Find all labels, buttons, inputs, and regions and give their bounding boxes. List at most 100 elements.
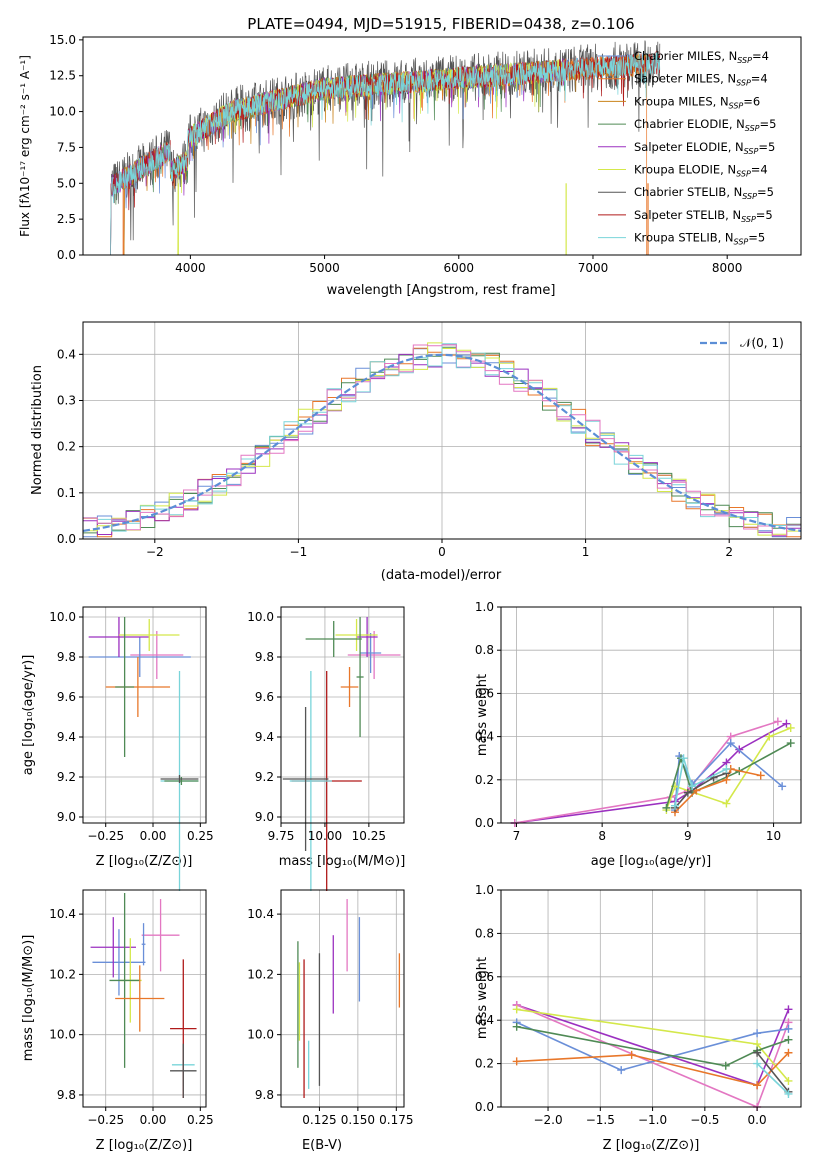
x-tick-label: −2.0 bbox=[533, 1113, 562, 1127]
mass-weight-line bbox=[674, 772, 727, 809]
y-tick-label: 9.4 bbox=[57, 730, 76, 744]
y-tick-label: 10.0 bbox=[49, 105, 76, 119]
mwZ-xlabel: Z [log₁₀(Z/Z⊙)] bbox=[603, 1138, 700, 1153]
y-tick-label: 0.0 bbox=[475, 816, 494, 830]
plus-marker bbox=[784, 1024, 793, 1033]
legend-suffix: =5 bbox=[757, 185, 774, 199]
ageZ-ylabel: age [log₁₀(age/yr)] bbox=[21, 655, 36, 776]
mass-weight-line bbox=[674, 757, 727, 806]
y-tick-label: 9.4 bbox=[255, 730, 274, 744]
y-tick-label: 9.8 bbox=[57, 1088, 76, 1102]
x-tick-label: 0.150 bbox=[341, 1113, 375, 1127]
x-tick-label: −1.0 bbox=[638, 1113, 667, 1127]
y-tick-label: 10.0 bbox=[49, 1028, 76, 1042]
x-tick-label: −2 bbox=[146, 545, 164, 559]
y-tick-label: 0.4 bbox=[475, 1013, 494, 1027]
plus-marker bbox=[773, 717, 782, 726]
x-tick-label: 0.25 bbox=[187, 829, 214, 843]
plus-marker bbox=[784, 1089, 793, 1098]
mass-weight-vs-metallicity-panel: Z [log₁₀(Z/Z⊙)] mass weight −2.0 −1.5 −1.0… bbox=[475, 883, 802, 1153]
legend-label: Salpeter ELODIE, N bbox=[634, 140, 744, 154]
x-tick-label: 9 bbox=[684, 829, 692, 843]
legend-sub: SSP bbox=[745, 124, 760, 133]
x-tick-label: 0 bbox=[438, 545, 446, 559]
legend-suffix: =5 bbox=[758, 140, 775, 154]
legend-entry: Chabrier MILES, NSSP=4 bbox=[634, 49, 769, 65]
y-tick-label: 9.0 bbox=[57, 810, 76, 824]
mass-weight-line bbox=[756, 1052, 790, 1093]
x-tick-label: 0.00 bbox=[140, 1113, 167, 1127]
mass-vs-metallicity-panel: Z [log₁₀(Z/Z⊙)] mass [log₁₀(M/M⊙)] −0.25… bbox=[21, 889, 214, 1153]
x-tick-label: −0.5 bbox=[690, 1113, 719, 1127]
axes-frame bbox=[280, 606, 405, 824]
y-tick-label: 0.6 bbox=[475, 970, 494, 984]
histogram-step bbox=[83, 344, 801, 536]
x-tick-label: −1 bbox=[290, 545, 308, 559]
plus-marker bbox=[786, 739, 795, 748]
y-tick-label: 0.4 bbox=[475, 730, 494, 744]
spectrum-ylabel: Flux [fλ10⁻¹⁷ erg cm⁻² s⁻¹ A⁻¹] bbox=[18, 55, 32, 237]
spectrum-line bbox=[109, 50, 661, 255]
x-tick-label: 2 bbox=[725, 545, 733, 559]
legend-entry: Kroupa ELODIE, NSSP=4 bbox=[634, 163, 768, 179]
age-vs-mass-panel: mass [log₁₀(M/M⊙)] 9.75 10.00 10.25 9.0 9.2 9… bbox=[247, 606, 405, 891]
legend-entry: Chabrier ELODIE, NSSP=5 bbox=[634, 117, 776, 133]
spectrum-line bbox=[109, 52, 661, 255]
y-tick-label: 0.2 bbox=[57, 440, 76, 454]
y-tick-label: 1.0 bbox=[475, 883, 494, 897]
x-tick-label: 0.25 bbox=[187, 1113, 214, 1127]
x-tick-label: 0.125 bbox=[302, 1113, 336, 1127]
x-tick-label: 0.00 bbox=[140, 829, 167, 843]
legend-label: Kroupa STELIB, N bbox=[634, 231, 734, 245]
legend-entry: Salpeter MILES, NSSP=4 bbox=[634, 72, 768, 88]
mwZ-ylabel: mass weight bbox=[475, 957, 490, 1039]
legend-suffix: =5 bbox=[748, 231, 765, 245]
spectrum-xlabel: wavelength [Angstrom, rest frame] bbox=[327, 283, 556, 298]
axes-frame bbox=[82, 606, 207, 824]
x-tick-label: 0.175 bbox=[379, 1113, 413, 1127]
x-tick-label: 8000 bbox=[712, 261, 743, 275]
y-tick-label: 10.0 bbox=[49, 610, 76, 624]
plus-marker bbox=[679, 754, 688, 763]
y-tick-label: 10.0 bbox=[247, 610, 274, 624]
x-tick-label: 10 bbox=[766, 829, 781, 843]
plus-marker bbox=[784, 1035, 793, 1044]
x-tick-label: 7 bbox=[513, 829, 521, 843]
legend-entry: Kroupa STELIB, NSSP=5 bbox=[634, 231, 765, 247]
residual-histogram-panel: (data-model)/error Normed distribution −… bbox=[30, 321, 802, 583]
y-tick-label: 0.6 bbox=[475, 686, 494, 700]
y-tick-label: 9.8 bbox=[255, 1088, 274, 1102]
plus-marker bbox=[722, 799, 731, 808]
y-tick-label: 9.2 bbox=[255, 770, 274, 784]
y-tick-label: 12.5 bbox=[49, 69, 76, 83]
mass-weight-line bbox=[514, 722, 787, 824]
x-tick-label: 10.25 bbox=[352, 829, 386, 843]
legend-sub: SSP bbox=[741, 215, 756, 224]
plus-marker bbox=[662, 803, 671, 812]
plus-marker bbox=[753, 1048, 762, 1057]
mass-weight-line bbox=[516, 1021, 789, 1071]
y-tick-label: 2.5 bbox=[57, 212, 76, 226]
mwAge-ylabel: mass weight bbox=[475, 674, 490, 756]
plus-marker bbox=[753, 1081, 762, 1090]
legend-label: Salpeter MILES, N bbox=[634, 72, 736, 86]
plus-marker bbox=[765, 732, 774, 741]
x-tick-label: 9.75 bbox=[268, 829, 295, 843]
y-tick-label: 9.2 bbox=[57, 770, 76, 784]
plus-marker bbox=[784, 1048, 793, 1057]
y-tick-label: 7.5 bbox=[57, 140, 76, 154]
y-tick-label: 10.0 bbox=[247, 1028, 274, 1042]
mass-vs-ebv-panel: E(B-V) 0.125 0.150 0.175 9.8 10.0 10.2 10.4 bbox=[247, 889, 413, 1153]
spectrum-panel: PLATE=0494, MJD=51915, FIBERID=0438, z=0… bbox=[18, 15, 802, 298]
y-tick-label: 0.2 bbox=[475, 773, 494, 787]
y-tick-label: 10.4 bbox=[49, 907, 76, 921]
plus-marker bbox=[512, 1005, 521, 1014]
mwAge-xlabel: age [log₁₀(age/yr)] bbox=[591, 854, 712, 869]
y-tick-label: 9.6 bbox=[57, 690, 76, 704]
y-tick-label: 1.0 bbox=[475, 600, 494, 614]
plus-marker bbox=[688, 782, 697, 791]
legend-entry: Salpeter ELODIE, NSSP=5 bbox=[634, 140, 775, 156]
axes-frame bbox=[280, 889, 405, 1108]
plus-marker bbox=[784, 1005, 793, 1014]
